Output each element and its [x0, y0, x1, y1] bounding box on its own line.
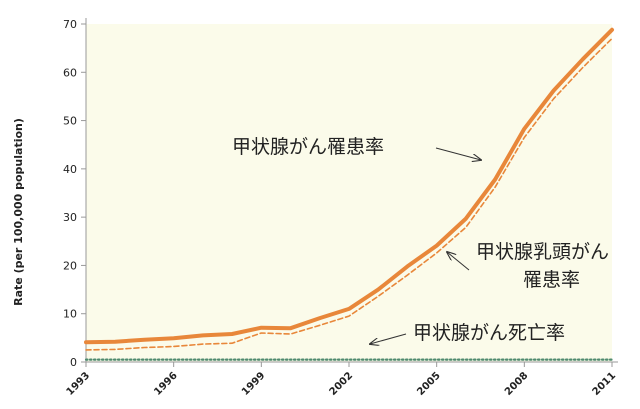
- y-tick-label: 60: [63, 66, 77, 79]
- series-line-1: [85, 37, 613, 351]
- series-layer: [84, 27, 614, 361]
- x-tick-label: 1993: [65, 370, 92, 397]
- x-axis: 1993 1996 1999 2002 2005 2008 2011: [65, 361, 618, 398]
- annotation-papillary-line2: 罹患率: [523, 269, 580, 291]
- x-tick-label: 2005: [415, 370, 442, 397]
- y-tick-label: 10: [63, 308, 77, 321]
- annotation-incidence-arrow: [435, 147, 481, 160]
- x-tick-label: 2002: [328, 370, 355, 397]
- y-tick-label: 40: [63, 163, 77, 176]
- y-tick-label: 0: [70, 356, 77, 369]
- plot-area: [86, 24, 612, 362]
- x-tick-label: 1996: [152, 370, 179, 397]
- x-tick-label: 2011: [591, 370, 618, 397]
- series-line-0: [84, 27, 614, 345]
- y-axis: 0 10 20 30 40 50 60 70: [63, 18, 87, 369]
- annotation-incidence: 甲状腺がん罹患率: [232, 136, 384, 158]
- annotation-papillary-line1: 甲状腺乳頭がん: [476, 241, 609, 263]
- annotation-mortality: 甲状腺がん死亡率: [413, 322, 565, 344]
- y-axis-label: Rate (per 100,000 population): [12, 118, 25, 306]
- y-tick-label: 50: [63, 115, 77, 128]
- annotation-mortality-arrow: [370, 333, 407, 344]
- annotation-papillary-arrow: [447, 252, 470, 271]
- x-tick-label: 1999: [240, 370, 267, 397]
- y-tick-label: 30: [63, 211, 77, 224]
- y-tick-label: 70: [63, 18, 77, 31]
- y-tick-label: 20: [63, 259, 77, 272]
- x-tick-label: 2008: [503, 370, 530, 397]
